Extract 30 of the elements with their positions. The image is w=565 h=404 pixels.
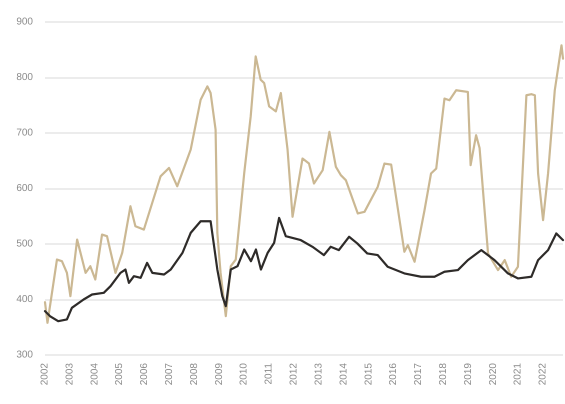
y-tick-label: 600	[16, 183, 34, 194]
x-tick-label: 2003	[64, 362, 76, 386]
x-tick-label: 2017	[413, 362, 424, 386]
x-tick-label: 2010	[238, 362, 250, 386]
line-series	[44, 216, 564, 322]
x-tick-label: 2015	[363, 362, 374, 386]
x-tick-label: 2019	[462, 362, 474, 386]
x-tick-label: 2006	[139, 362, 150, 386]
x-tick-label: 2020	[488, 362, 499, 386]
x-tick-label: 2018	[438, 362, 449, 386]
x-tick-label: 2016	[388, 362, 400, 386]
x-tick-label: 2002	[40, 362, 50, 386]
x-tick-label: 2004	[89, 362, 100, 386]
y-tick-label: 700	[16, 128, 34, 138]
y-tick-label: 800	[16, 72, 34, 83]
x-tick-label: 2007	[164, 362, 176, 386]
y-tick-label: 300	[16, 350, 34, 360]
x-tick-label: 2012	[288, 362, 300, 386]
x-tick-label: 2021	[512, 362, 524, 386]
x-tick-label: 2011	[264, 362, 275, 385]
x-tick-label: 2013	[313, 362, 324, 386]
x-tick-label: 2008	[188, 362, 200, 386]
x-tick-label: 2005	[114, 362, 126, 386]
y-tick-label: 500	[16, 238, 34, 250]
x-tick-label: 2022	[538, 362, 549, 386]
x-tick-label: 2014	[338, 362, 350, 386]
y-tick-label: 900	[16, 16, 34, 28]
x-tick-label: 2009	[214, 362, 225, 386]
y-tick-label: 400	[16, 294, 34, 305]
line-series	[44, 44, 564, 324]
